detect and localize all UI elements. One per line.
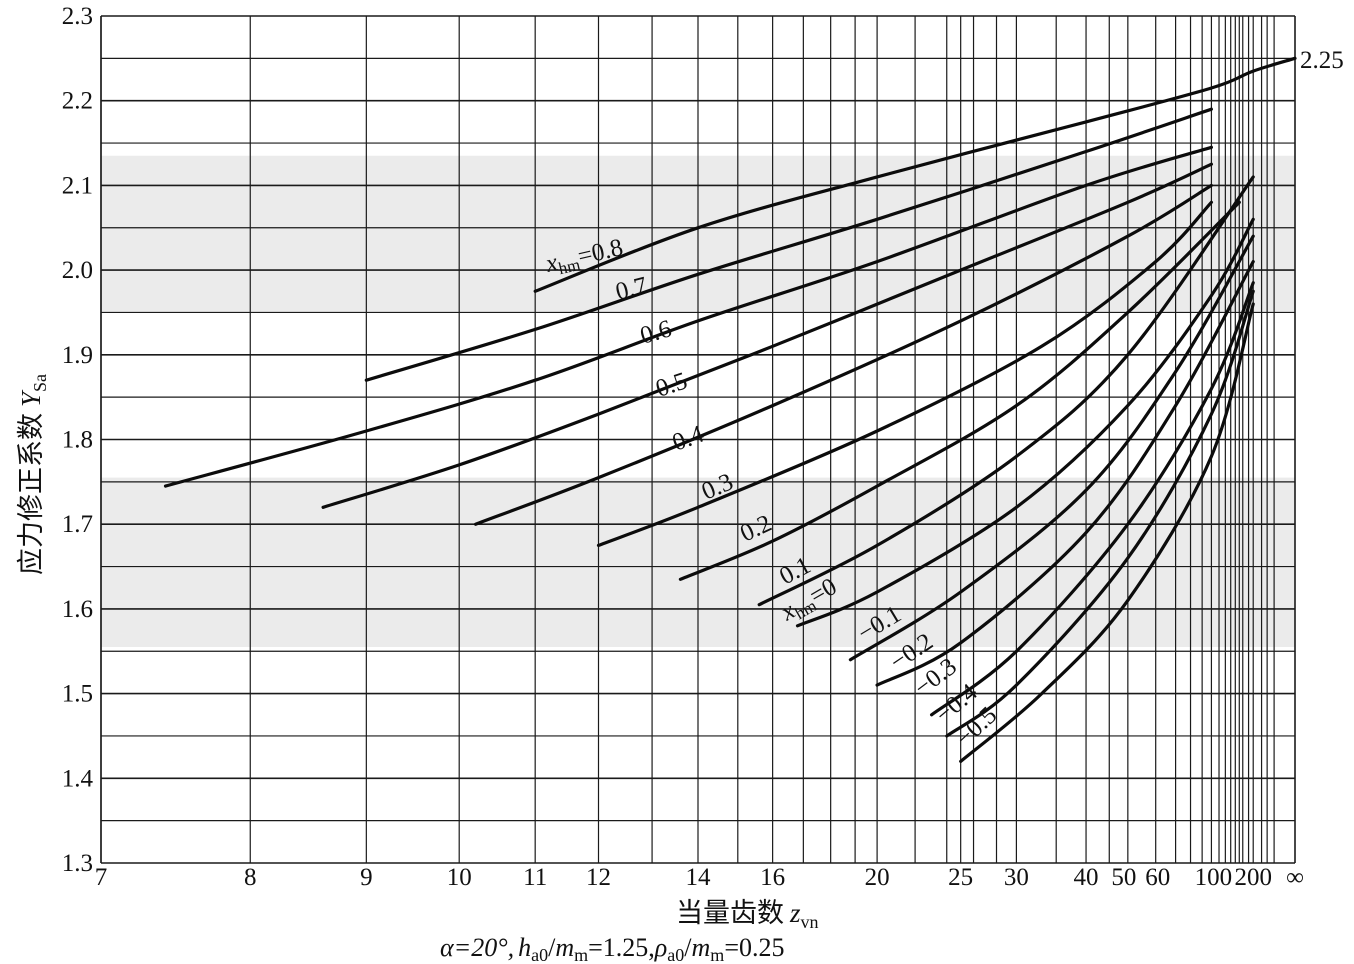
curve-10 (875, 260, 1255, 687)
y-tick-label: 2.0 (62, 257, 93, 284)
caption-alpha: α=20°, (440, 933, 514, 962)
x-tick-label: 200 (1234, 864, 1272, 891)
x-tick-label: 10 (447, 864, 472, 891)
curves (163, 56, 1297, 763)
caption-h: h (518, 933, 531, 962)
curve-11 (930, 281, 1255, 717)
y-axis-title-main: 应力修正系数 (16, 413, 46, 575)
x-tick-label: 40 (1074, 864, 1099, 891)
y-tick-label: 1.6 (62, 596, 93, 623)
x-tick-label: 9 (360, 864, 373, 891)
curve-7 (757, 175, 1255, 607)
y-tick-label: 1.9 (62, 342, 93, 369)
curve-13 (959, 302, 1255, 763)
x-tick-label: 16 (760, 864, 785, 891)
curve-5 (596, 200, 1213, 547)
x-tick-label: 60 (1145, 864, 1170, 891)
caption-m: m (555, 933, 574, 962)
y-tick-label: 1.4 (62, 765, 94, 792)
y-tick-label: 1.7 (62, 511, 93, 538)
annotation-2.25: 2.25 (1300, 47, 1344, 74)
y-tick-label: 2.2 (62, 88, 93, 115)
curve-8 (795, 217, 1255, 628)
curve-label-4: 0.4 (669, 420, 708, 456)
caption-slash-2: / (684, 933, 692, 962)
x-tick-label: 12 (586, 864, 611, 891)
curve-label-2: 0.6 (637, 315, 674, 350)
y-axis-title: 应力修正系数 YSa (16, 374, 50, 575)
curve-label-var: x (542, 249, 560, 278)
caption-m2-sub: m (710, 945, 724, 964)
x-tick-label: ∞ (1286, 864, 1304, 891)
x-axis-title: 当量齿数 zvn (676, 898, 819, 932)
caption-h-sub: a0 (531, 945, 548, 964)
x-tick-label: 50 (1111, 864, 1136, 891)
curve-label-sub: hm (557, 255, 582, 278)
y-tick-label: 1.5 (62, 681, 93, 708)
y-tick-label: 2.1 (62, 172, 93, 199)
y-tick-label: 1.3 (62, 850, 93, 877)
caption-m-sub: m (574, 945, 588, 964)
x-tick-label: 100 (1195, 864, 1233, 891)
x-tick-label: 8 (244, 864, 257, 891)
x-tick-label: 7 (95, 864, 108, 891)
x-tick-label: 30 (1004, 864, 1029, 891)
y-tick-label: 2.3 (62, 3, 93, 30)
caption-rho-sub: a0 (667, 945, 684, 964)
curve-1 (364, 107, 1213, 382)
caption-eq-1: =1.25, (588, 933, 655, 962)
x-tick-label: 20 (865, 864, 890, 891)
curve-3 (321, 162, 1213, 509)
caption-m2: m (692, 933, 711, 962)
x-tick-label: 25 (948, 864, 973, 891)
curve-6 (678, 200, 1241, 581)
caption-rho: ρ (654, 933, 667, 962)
x-axis-title-sub: vn (801, 912, 819, 932)
caption-slash-1: / (548, 933, 556, 962)
x-tick-label: 14 (686, 864, 712, 891)
x-axis-title-var: z (789, 898, 801, 928)
y-axis-title-var: Y (16, 389, 46, 407)
curve-12 (945, 289, 1255, 738)
chart-caption: α=20°, ha0/mm=1.25,ρa0/mm=0.25 (440, 933, 784, 964)
tick-labels: 1.3 1.4 1.5 1.6 1.7 1.8 1.9 2.0 2.1 2.2 2.3 7 8 9 10 11… (62, 3, 1304, 891)
curve-2 (163, 145, 1213, 488)
curve-0 (533, 56, 1297, 293)
curve-9 (848, 234, 1255, 662)
x-tick-label: 11 (523, 864, 547, 891)
caption-eq-2: =0.25 (724, 933, 784, 962)
y-tick-label: 1.8 (62, 427, 93, 454)
x-axis-title-main: 当量齿数 (676, 898, 784, 928)
curve-4 (474, 183, 1213, 526)
y-axis-title-sub: Sa (30, 374, 50, 392)
